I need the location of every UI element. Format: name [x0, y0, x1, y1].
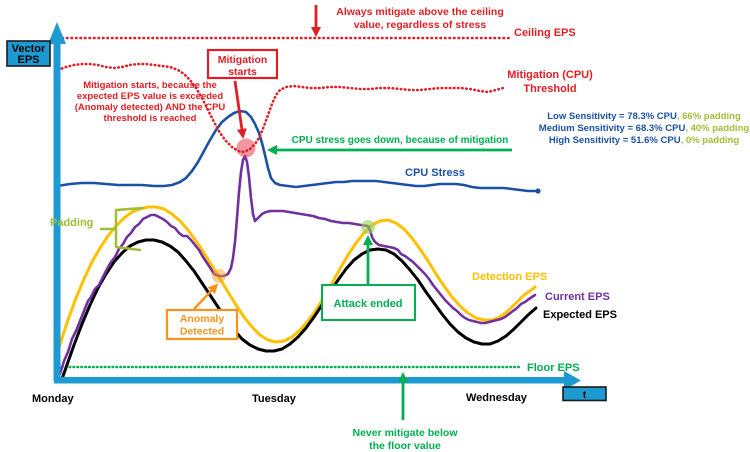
- tick-tuesday: Tuesday: [252, 393, 297, 405]
- curves-layer: [54, 36, 538, 381]
- always-mitigate-line1: Always mitigate above the ceiling: [336, 6, 503, 18]
- current-eps-curve: [58, 154, 537, 376]
- detection-eps-label: Detection EPS: [472, 271, 547, 283]
- mitigation-reason-line4: threshold is reached: [104, 113, 197, 124]
- y-axis-line: [53, 30, 61, 381]
- expected-eps-label: Expected EPS: [543, 309, 617, 321]
- cpu-stress-label: CPU Stress: [405, 167, 465, 179]
- mitigation-reason-line3: (Anomaly detected) AND the CPU: [75, 102, 226, 113]
- sensitivity-medium: Medium Sensitivity = 68.3% CPU, 40% padd…: [539, 123, 750, 134]
- cpu-down-label: CPU stress goes down, because of mitigat…: [292, 135, 509, 146]
- y-axis-label-box: [6, 40, 51, 67]
- anomaly-detected-arrow: [193, 283, 219, 310]
- anomaly-detected-marker: [212, 269, 226, 283]
- mitigation-reason-line2: expected EPS value is exceeded: [77, 91, 223, 102]
- y-axis-label-line1: Vector: [12, 43, 46, 55]
- tick-wednesday: Wednesday: [466, 392, 528, 404]
- anomaly-detected-line1: Anomaly: [180, 313, 225, 325]
- mitigation-starts-arrow: [233, 80, 247, 139]
- always-mitigate-line2: value, regardless of stress: [354, 19, 487, 31]
- tick-monday: Monday: [32, 393, 74, 405]
- cpu-stress-curve: [55, 109, 538, 193]
- mitigation-starts-box: [206, 48, 279, 80]
- mitigation-reason-line1: Mitigation starts, because the: [83, 80, 217, 91]
- mitigation-threshold-line: [56, 62, 505, 154]
- threshold-label-line1: Mitigation (CPU): [507, 69, 593, 81]
- threshold-layer: [56, 62, 505, 154]
- attack-ended-box: [321, 284, 416, 321]
- current-eps-label: Current EPS: [545, 291, 610, 303]
- cpu-stress-endpoint: [535, 188, 541, 194]
- padding-bracket: [99, 206, 145, 252]
- y-axis-arrowhead: [48, 22, 66, 44]
- sensitivity-low: Low Sensitivity = 78.3% CPU, 66% padding: [547, 111, 741, 122]
- mitigation-starts-line1: Mitigation: [218, 54, 268, 66]
- x-axis-arrowhead: [564, 371, 581, 390]
- expected-eps-curve: [60, 238, 538, 381]
- attack-ended-marker: [361, 220, 375, 234]
- attack-ended-label: Attack ended: [333, 298, 402, 310]
- x-axis-line: [54, 377, 566, 384]
- never-mitigate-line1: Never mitigate below: [352, 427, 458, 439]
- x-axis-label-box: [562, 386, 607, 402]
- ceiling-eps-label: Ceiling EPS: [514, 27, 576, 39]
- padding-label: Padding: [50, 217, 93, 229]
- y-axis-label-line2: EPS: [17, 54, 39, 66]
- anomaly-detected-line2: Detected: [180, 326, 224, 338]
- detection-eps-curve: [54, 205, 537, 360]
- mitigation-start-marker: [236, 138, 256, 158]
- sensitivity-high: High Sensitivity = 51.6% CPU, 0% padding: [549, 135, 740, 146]
- mitigation-starts-line2: starts: [228, 66, 257, 78]
- never-mitigate-line2: the floor value: [369, 440, 441, 452]
- floor-eps-label: Floor EPS: [527, 362, 580, 374]
- x-axis-label: t: [583, 390, 587, 401]
- anomaly-detected-box: [165, 308, 239, 341]
- threshold-label-line2: Threshold: [523, 83, 576, 95]
